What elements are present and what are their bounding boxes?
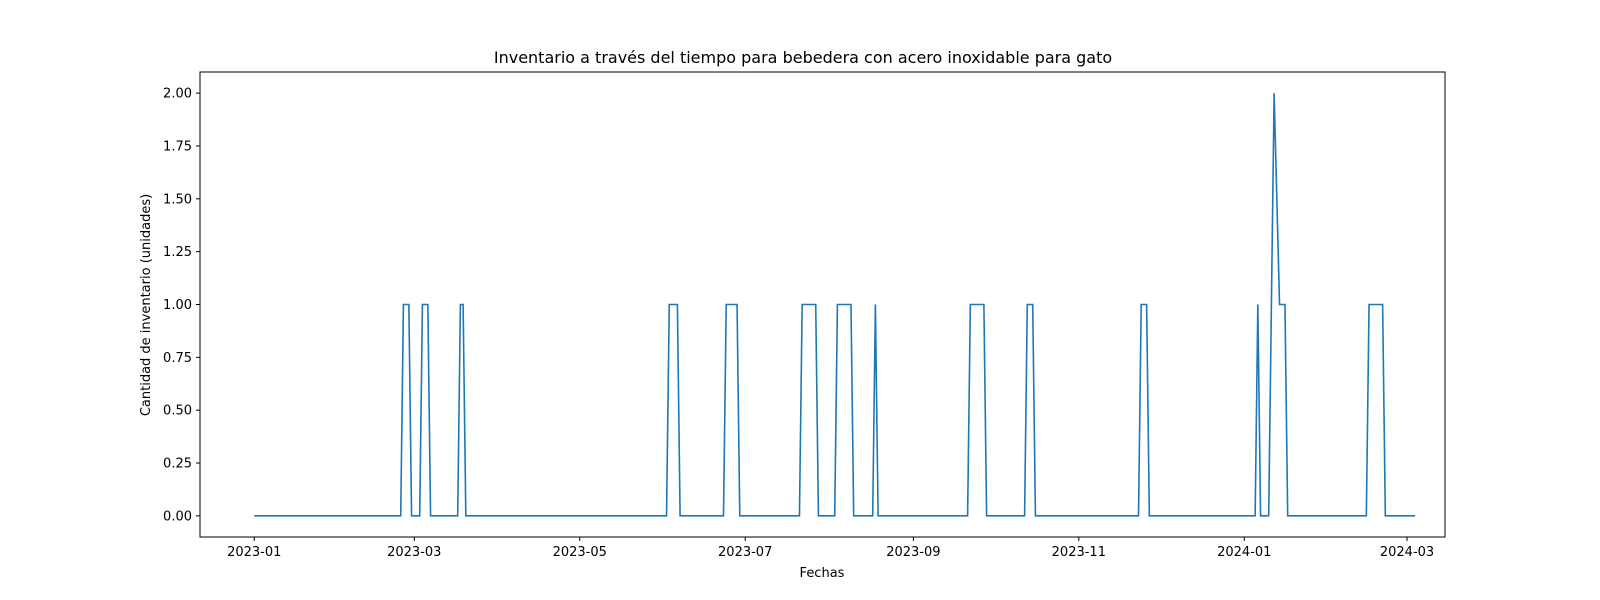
x-axis: 2023-01 2023-03 2023-05 2023-07 2023-09 2023-… xyxy=(227,537,1434,560)
y-tick-label: 1.25 xyxy=(163,245,192,260)
y-axis-label: Cantidad de inventario (unidades) xyxy=(139,194,154,416)
series-layer xyxy=(254,93,1416,517)
y-tick-label: 0.75 xyxy=(163,351,192,366)
y-tick-label: 1.00 xyxy=(163,298,192,313)
y-tick-label: 1.75 xyxy=(163,139,192,154)
x-tick-label: 2024-03 xyxy=(1380,545,1434,560)
y-tick-label: 2.00 xyxy=(163,87,192,102)
x-tick-label: 2023-09 xyxy=(886,545,940,560)
y-tick-label: 0.25 xyxy=(163,457,192,472)
x-tick-label: 2023-07 xyxy=(718,545,772,560)
chart-title: Inventario a través del tiempo para bebe… xyxy=(494,48,1112,67)
x-axis-label: Fechas xyxy=(800,566,845,581)
y-tick-label: 1.50 xyxy=(163,192,192,207)
y-axis: 0.00 0.25 0.50 0.75 1.00 1.25 1.50 1.75 2.00 xyxy=(163,87,200,524)
series-line xyxy=(254,93,1416,517)
x-tick-label: 2023-05 xyxy=(553,545,607,560)
x-tick-label: 2023-03 xyxy=(387,545,441,560)
x-tick-label: 2024-01 xyxy=(1217,545,1271,560)
y-tick-label: 0.50 xyxy=(163,404,192,419)
x-tick-label: 2023-01 xyxy=(227,545,281,560)
y-tick-label: 0.00 xyxy=(163,509,192,524)
x-tick-label: 2023-11 xyxy=(1052,545,1106,560)
